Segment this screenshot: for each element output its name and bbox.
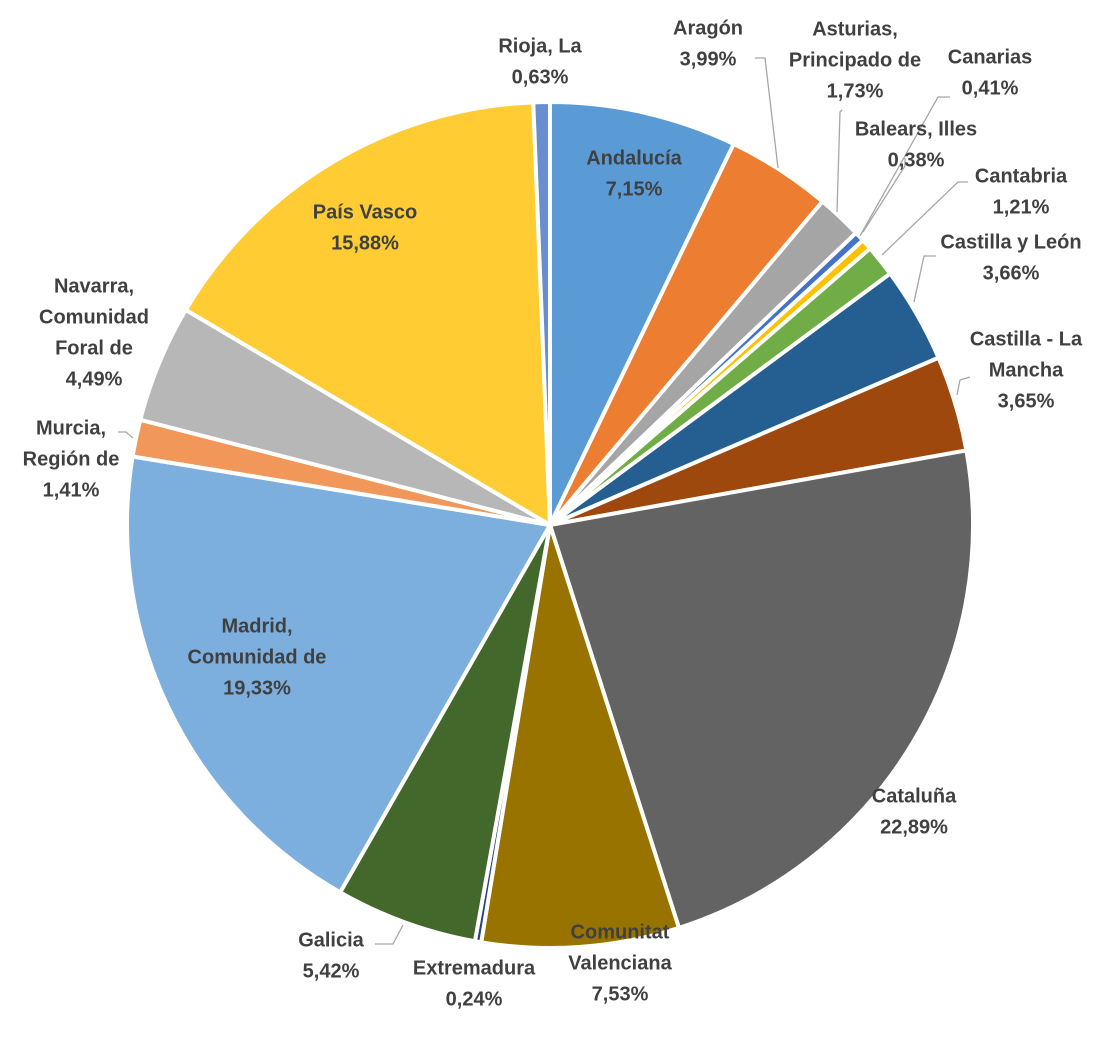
- pie-slice-andalucia: [548, 100, 736, 527]
- leader-line-asturias: [836, 109, 843, 213]
- data-label-rioja-la: Rioja, La 0,63%: [498, 35, 582, 88]
- data-label-line: Mancha: [989, 359, 1064, 381]
- data-label-line: Comunitat: [571, 921, 670, 943]
- data-label-line: 4,49%: [66, 368, 123, 390]
- leader-line-murcia: [118, 431, 134, 439]
- leader-lines: [118, 57, 971, 945]
- data-label-line: 3,65%: [998, 390, 1055, 412]
- data-label-line: Madrid,: [221, 615, 292, 637]
- leader-line-castilla-la-mancha: [956, 376, 971, 396]
- data-label-pais-vasco: País Vasco 15,88%: [313, 201, 418, 254]
- data-label-comunitat-valenciana: Comunitat Valenciana 7,53%: [568, 921, 672, 1005]
- data-label-cataluna: Cataluña 22,89%: [872, 785, 957, 838]
- pie-slices: [125, 99, 975, 950]
- data-label-asturias-principado-de: Asturias, Principado de 1,73%: [789, 18, 921, 102]
- data-label-line: Aragón: [673, 17, 743, 39]
- data-label-castilla-la-mancha: Castilla - La Mancha 3,65%: [970, 328, 1083, 412]
- data-label-castilla-y-leon: Castilla y León 3,66%: [940, 231, 1081, 284]
- data-label-line: Rioja, La: [498, 35, 582, 57]
- data-labels: Andalucía 7,15% Aragón 3,99% Asturias, Princi…: [23, 17, 1083, 1010]
- data-label-cantabria: Cantabria 1,21%: [975, 165, 1068, 218]
- data-label-line: Murcia,: [36, 417, 106, 439]
- data-label-line: 3,99%: [680, 48, 737, 70]
- data-label-line: 1,41%: [43, 479, 100, 501]
- data-label-line: Cataluña: [872, 785, 957, 807]
- data-label-line: Región de: [23, 448, 120, 470]
- pie-slice-galicia: [338, 523, 552, 944]
- leader-line-canarias: [859, 96, 950, 237]
- pie-slice-comunitat-valenciana: [479, 523, 681, 950]
- data-label-line: Balears, Illes: [855, 118, 977, 140]
- leader-line-galicia: [375, 924, 404, 945]
- data-label-line: 7,53%: [592, 983, 649, 1005]
- data-label-line: Andalucía: [586, 147, 682, 169]
- data-label-line: 3,66%: [983, 262, 1040, 284]
- data-label-line: 5,42%: [303, 960, 360, 982]
- data-label-line: Comunidad: [39, 306, 149, 328]
- data-label-galicia: Galicia 5,42%: [298, 929, 364, 982]
- data-label-line: 7,15%: [606, 178, 663, 200]
- data-label-line: 0,38%: [888, 149, 945, 171]
- data-label-extremadura: Extremadura 0,24%: [413, 957, 536, 1010]
- data-label-line: Extremadura: [413, 957, 536, 979]
- data-label-line: País Vasco: [313, 201, 418, 223]
- data-label-line: 15,88%: [331, 232, 399, 254]
- data-label-line: Canarias: [948, 46, 1033, 68]
- data-label-line: 1,73%: [827, 80, 884, 102]
- data-label-line: Navarra,: [54, 275, 134, 297]
- leader-line-balears: [862, 158, 906, 233]
- pie-slice-madrid-comunidad-de: [125, 454, 552, 895]
- data-label-andalucia: Andalucía 7,15%: [586, 147, 682, 200]
- data-label-madrid-comunidad-de: Madrid, Comunidad de 19,33%: [188, 615, 327, 699]
- data-label-murcia-region-de: Murcia, Región de 1,41%: [23, 417, 120, 501]
- data-label-aragon: Aragón 3,99%: [673, 17, 743, 70]
- data-label-line: Cantabria: [975, 165, 1068, 187]
- data-label-line: 22,89%: [880, 816, 948, 838]
- data-label-line: 19,33%: [223, 677, 291, 699]
- leader-line-aragon: [755, 57, 779, 169]
- pie-slice-cataluna: [548, 448, 975, 930]
- leader-line-castilla-y-leon: [913, 255, 936, 303]
- data-label-line: Asturias,: [812, 18, 898, 40]
- data-label-line: Castilla y León: [940, 231, 1081, 253]
- data-label-line: Valenciana: [568, 952, 672, 974]
- data-label-line: Galicia: [298, 929, 364, 951]
- data-label-line: 0,63%: [512, 66, 569, 88]
- pie-slice-pais-vasco: [183, 100, 552, 527]
- data-label-canarias: Canarias 0,41%: [948, 46, 1033, 99]
- data-label-line: Castilla - La: [970, 328, 1083, 350]
- data-label-line: 0,24%: [446, 988, 503, 1010]
- data-label-line: 1,21%: [993, 196, 1050, 218]
- pie-slice-rioja-la: [531, 99, 552, 527]
- data-label-line: Foral de: [55, 337, 133, 359]
- data-label-line: Principado de: [789, 49, 921, 71]
- data-label-navarra-comunidad-foral-de: Navarra, Comunidad Foral de 4,49%: [39, 275, 149, 390]
- data-label-line: 0,41%: [962, 77, 1019, 99]
- data-label-balears-illes: Balears, Illes 0,38%: [855, 118, 977, 171]
- data-label-line: Comunidad de: [188, 646, 327, 668]
- leader-line-cantabria: [881, 181, 968, 256]
